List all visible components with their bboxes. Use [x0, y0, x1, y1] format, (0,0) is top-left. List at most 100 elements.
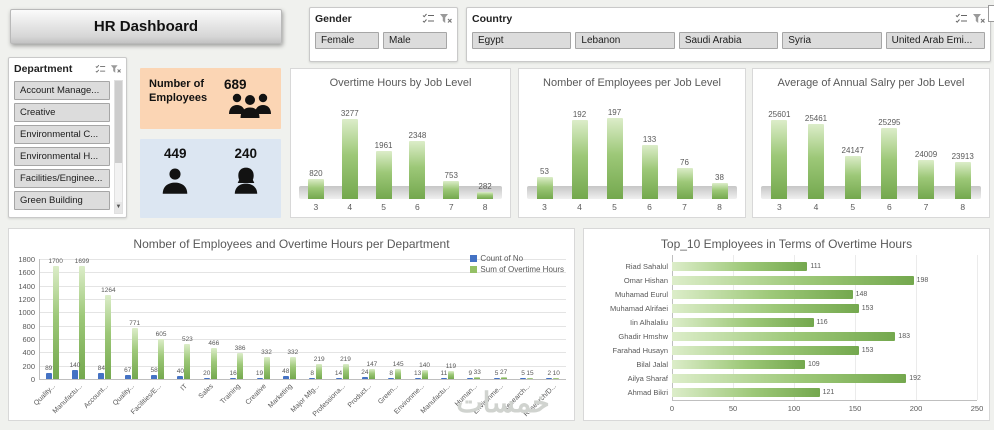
bar-count — [388, 377, 395, 379]
country-item[interactable]: Lebanon — [575, 32, 675, 49]
bar — [672, 289, 853, 299]
department-item[interactable]: Facilities/Enginee... — [14, 169, 110, 188]
country-item[interactable]: Saudi Arabia — [678, 32, 779, 49]
bar-count — [151, 375, 158, 379]
bar-value-label: 192 — [909, 375, 921, 383]
dashboard-title-bar: HR Dashboard — [10, 9, 282, 44]
employee-name-label: Muhamad Eurul — [615, 289, 668, 299]
department-item[interactable]: Creative — [14, 103, 110, 122]
axis-category-label: 7 — [923, 202, 929, 212]
bar-overtime — [395, 369, 402, 379]
bar-value-label: 147 — [366, 361, 378, 369]
bar-value-label: 25295 — [878, 117, 901, 127]
bar-count — [45, 373, 52, 379]
department-slicer-title: Department — [14, 62, 73, 75]
bar — [672, 261, 808, 271]
country-item[interactable]: United Arab Emi... — [885, 32, 986, 49]
employee-name-label: Ghadir Hmshw — [618, 332, 668, 341]
bar-overtime — [184, 344, 191, 379]
bar-value-label: 1264 — [101, 286, 116, 294]
chart-slot: 753 7 — [434, 171, 468, 214]
scroll-down-arrow-icon[interactable]: ▼ — [115, 202, 122, 213]
bar-overtime — [158, 338, 165, 379]
employees-per-joblevel-chart: Nomber of Employees per Job Level 53 3 192… — [518, 68, 746, 218]
department-item[interactable]: Environmental C... — [14, 125, 110, 144]
bar-overtime — [131, 327, 138, 379]
chart-slot: 3277 4 — [333, 109, 367, 214]
bar-value-label: 466 — [208, 339, 220, 347]
bar-value-label: 24 — [361, 369, 369, 377]
people-group-icon — [227, 90, 273, 125]
watermark-text: خمسات — [456, 387, 550, 418]
bar-value-label: 8 — [389, 369, 393, 377]
bar-value-label: 20 — [203, 369, 211, 377]
bar — [954, 161, 971, 199]
bar — [672, 388, 820, 398]
bar-value-label: 27 — [499, 369, 508, 377]
bar-value-label: 140 — [419, 361, 431, 369]
bar-count — [520, 377, 526, 379]
clear-filter-icon[interactable] — [439, 13, 452, 24]
bar — [918, 159, 935, 199]
bar-value-label: 109 — [808, 361, 820, 369]
bar — [641, 144, 658, 199]
clear-filter-icon[interactable] — [110, 64, 121, 74]
country-item[interactable]: Egypt — [472, 32, 572, 49]
axis-category-label: 5 — [850, 202, 856, 212]
bar-value-label: 1700 — [48, 257, 63, 265]
bar — [477, 192, 494, 199]
gender-item[interactable]: Male — [383, 32, 447, 49]
bar-value-label: 89 — [45, 365, 53, 373]
multiselect-icon[interactable] — [95, 64, 106, 74]
y-axis-tick-label: 0 — [30, 375, 35, 384]
chart-slot: 23913 8 — [944, 152, 981, 213]
bar-value-label: 198 — [916, 276, 929, 284]
y-axis-tick-label: 1400 — [18, 281, 35, 291]
bar-value-label: 67 — [124, 366, 132, 374]
department-slicer-items: Account Manage... Creative Environmental C… — [14, 81, 110, 210]
multiselect-icon[interactable] — [955, 13, 968, 24]
axis-category-label: 6 — [415, 202, 420, 212]
department-item[interactable]: Environmental H... — [14, 147, 110, 166]
bar-count — [309, 377, 316, 379]
y-axis-tick-label: 600 — [22, 335, 35, 344]
employees-card-label: Number of Employees — [149, 78, 208, 105]
bar-overtime — [52, 265, 59, 379]
bar-overtime — [368, 369, 375, 379]
clear-filter-icon[interactable] — [972, 13, 985, 24]
bar-value-label: 13 — [413, 369, 422, 377]
country-item[interactable]: Syria — [782, 32, 882, 49]
bar-value-label: 111 — [810, 262, 822, 270]
legend-item-count: Count of No — [470, 254, 564, 263]
bar-value-label: 192 — [572, 110, 587, 120]
scrollbar-thumb[interactable] — [115, 81, 122, 163]
bar — [808, 123, 824, 199]
department-item[interactable]: Green Building — [14, 191, 110, 210]
employee-name-label: Omar Hishan — [623, 275, 668, 285]
bar — [571, 120, 588, 199]
y-axis-tick-label: 200 — [22, 361, 35, 371]
axis-category-label: 7 — [448, 202, 454, 212]
bar-value-label: 140 — [69, 361, 81, 369]
bar-count — [493, 377, 500, 379]
legend-label: Sum of Overtime Hours — [480, 265, 564, 274]
overtime-by-joblevel-chart: Overtime Hours by Job Level 820 3 3277 4 196… — [290, 68, 511, 218]
department-item[interactable]: Account Manage... — [14, 81, 110, 100]
bar — [672, 332, 896, 341]
bar — [409, 141, 426, 199]
chart-slot: 1961 5 — [367, 141, 401, 213]
bar-value-label: 523 — [181, 336, 193, 344]
bar-value-label: 148 — [855, 290, 868, 298]
bar-count — [361, 377, 368, 379]
country-slicer-header: Country — [472, 11, 985, 26]
bar-overtime — [474, 376, 481, 379]
bar-value-label: 33 — [473, 368, 481, 376]
department-scrollbar[interactable]: ▼ — [114, 80, 123, 214]
gender-item[interactable]: Female — [315, 32, 379, 49]
country-slicer: Country Egypt Lebanon Saudi Arabia Syria Uni… — [466, 7, 991, 62]
x-axis-line — [39, 379, 566, 380]
multiselect-icon[interactable] — [422, 13, 435, 24]
bar — [844, 156, 861, 199]
avg-salary-per-joblevel-chart: Average of Annual Salry per Job Level 25… — [752, 68, 990, 218]
legend-swatch-green — [470, 266, 478, 273]
